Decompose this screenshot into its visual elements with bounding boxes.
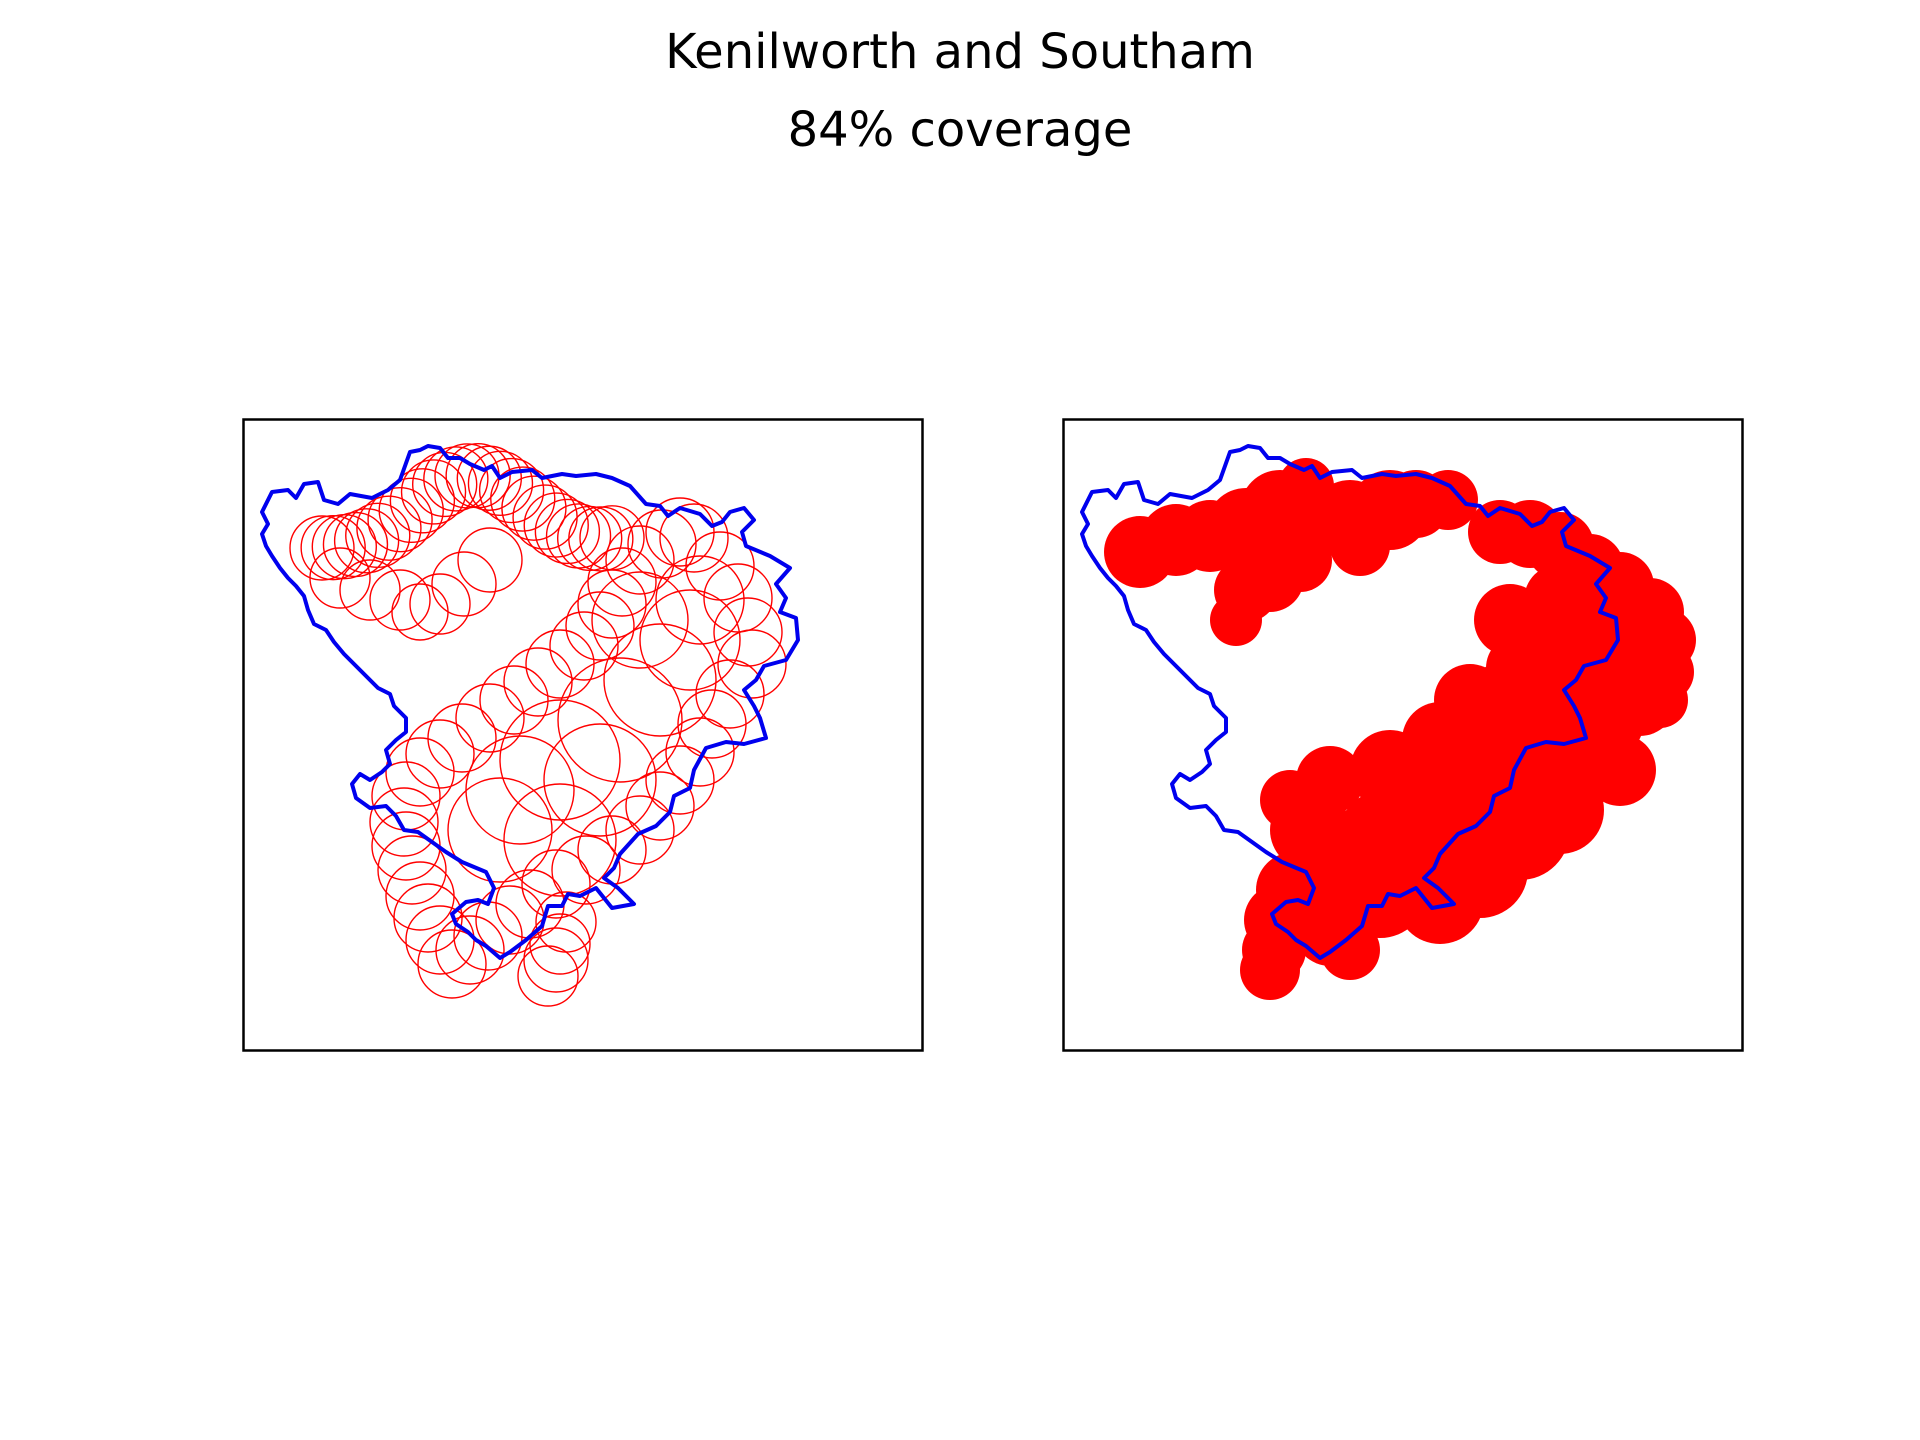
coverage-circle [447,777,553,883]
coverage-blob [1516,766,1604,854]
coverage-circle [435,915,505,985]
coverage-circle [467,450,534,517]
coverage-circle [605,795,675,865]
coverage-circle [385,861,455,931]
coverage-circle [345,502,411,569]
coverage-circle [405,905,475,975]
coverage-circle [645,497,715,567]
coverage-circle [503,647,573,717]
coverage-blob [1210,594,1262,646]
coverage-circle [557,657,683,783]
coverage-circles [289,442,787,1007]
coverage-circle [339,559,401,621]
coverage-blob [1330,516,1390,576]
coverage-circle [565,591,635,661]
coverage-circle [551,835,621,905]
coverage-circle [457,527,523,593]
coverage-circle [525,629,595,699]
coverage-blob [1632,672,1688,728]
coverage-circle [389,468,456,534]
coverage-circle [309,547,371,609]
coverage-circle [577,569,647,639]
coverage-circle [603,623,717,737]
coverage-circle [545,503,612,569]
coverage-circle [534,498,601,565]
coverage-circle [627,509,697,579]
coverage-circle [300,514,366,581]
coverage-circle [465,735,575,845]
coverage-blob [1296,746,1364,814]
coverage-circle [625,771,695,841]
coverage-fill-panel [1062,418,1744,1052]
coverage-blob [1574,624,1646,696]
constituency-boundary [260,444,800,960]
coverage-circle [717,629,787,699]
constituency-boundary [1080,444,1620,960]
coverage-circle [659,503,729,573]
coverage-blob [1418,470,1478,530]
coverage-circle [423,446,489,512]
coverage-circle [605,525,675,595]
coverage-circle [665,717,735,787]
coverage-circle [455,683,525,753]
coverage-circle [521,849,591,919]
coverage-blob [1294,894,1366,966]
coverage-circle [385,737,455,807]
coverage-circle [369,569,431,631]
coverage-circle [503,783,617,897]
coverage-circle [479,665,549,735]
coverage-circle [587,547,657,617]
coverage-circle [529,913,591,975]
coverage-circle [453,901,523,971]
coverage-circle [703,563,773,633]
coverage-circle [523,927,589,993]
coverage-circle [713,597,783,667]
coverage-circle [456,445,523,511]
coverage-blob [1434,664,1506,736]
coverage-fill-map [1062,418,1744,1052]
coverage-circle [417,929,487,999]
coverage-blob [1524,564,1596,636]
coverage-circles-map [242,418,924,1052]
coverage-circle [367,486,433,553]
coverage-circle [501,475,567,541]
coverage-circle [478,457,545,524]
coverage-circle [655,555,745,645]
coverage-circles-panel [242,418,924,1052]
coverage-circle [371,811,441,881]
map-title: Kenilworth and Southam [665,24,1255,80]
coverage-circle [543,723,657,837]
coverage-circle [427,703,497,773]
coverage-circle [490,466,556,532]
coverage-circle [591,571,689,669]
coverage-circle [378,477,444,544]
coverage-blob [1240,940,1300,1000]
coverage-circle [400,459,467,525]
coverage-circle [405,719,475,789]
coverage-circle [377,835,447,905]
coverage-blob [1396,856,1484,944]
coverage-circle [517,945,579,1007]
coverage-circle [333,508,400,574]
coverage-circle [568,506,634,572]
axes-frame [1062,418,1744,1052]
coverage-circle [356,495,422,561]
coverage-circle [549,611,619,681]
coverage-circle [391,583,449,641]
coverage-circle [431,551,497,617]
coverage-circle [645,745,715,815]
coverage-subtitle: 84% coverage [787,102,1133,158]
coverage-circle [677,689,747,759]
coverage-area [1104,458,1696,1000]
coverage-circle [289,515,355,581]
coverage-circle [523,492,589,558]
axes-frame [242,418,924,1052]
coverage-circle [409,573,471,635]
coverage-circle [369,787,439,857]
coverage-circle [639,589,741,691]
